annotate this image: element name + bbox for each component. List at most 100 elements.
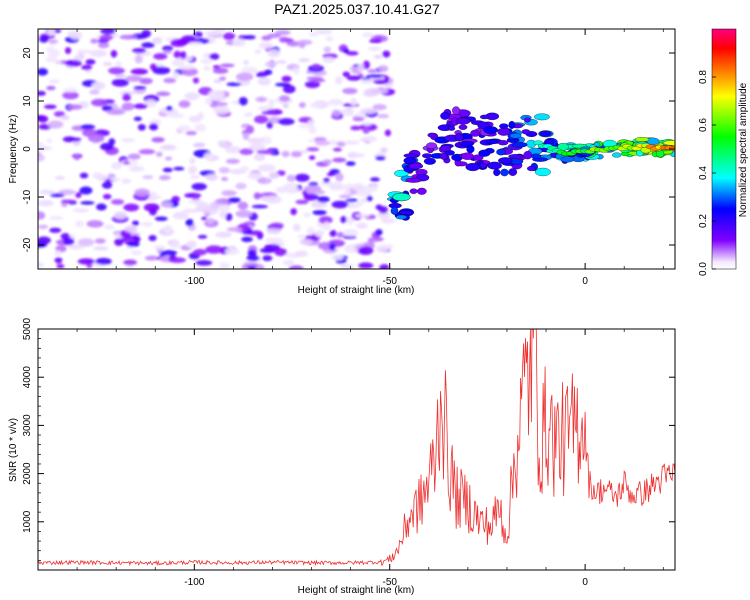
spectrogram-noise-blob	[225, 247, 240, 255]
spectrogram-noise-blob	[241, 236, 253, 243]
spectrogram-noise-blob	[48, 79, 60, 84]
snr-ytick-label: 1000	[22, 510, 33, 533]
spectrogram-noise-blob	[133, 116, 142, 122]
spectrogram-noise-blob	[48, 39, 59, 44]
spectrogram-noise-blob	[130, 68, 149, 75]
spectrogram-noise-blob	[155, 151, 163, 157]
spectrogram-ytick-label: 20	[22, 47, 33, 59]
spectrogram-signal-blob	[496, 148, 506, 156]
spectrogram-noise-blob	[212, 102, 228, 107]
spectrogram-noise-blob	[213, 106, 230, 115]
spectrogram-noise-blob	[254, 49, 262, 55]
spectrogram-noise-blob	[206, 217, 215, 225]
spectrogram-noise-blob	[329, 243, 336, 251]
spectrogram-noise-blob	[65, 59, 82, 67]
spectrogram-noise-blob	[303, 212, 311, 218]
spectrogram-signal-blob	[612, 152, 622, 158]
snr-xlabel: Height of straight line (km)	[298, 585, 415, 596]
spectrogram-signal-blob	[458, 124, 468, 130]
spectrogram-noise-blob	[264, 243, 281, 251]
spectrogram-noise-blob	[218, 166, 230, 174]
spectrogram-noise-blob	[340, 216, 347, 224]
spectrogram-noise-blob	[64, 47, 72, 54]
spectrogram-noise-blob	[248, 143, 266, 152]
spectrogram-noise-blob	[141, 29, 152, 38]
spectrogram-noise-blob	[102, 61, 113, 67]
spectrogram-noise-blob	[185, 130, 197, 136]
spectrogram-signal-blob	[498, 157, 513, 165]
spectrogram-noise-blob	[317, 196, 330, 203]
spectrogram-noise-blob	[121, 178, 132, 184]
spectrogram-noise-blob	[100, 29, 116, 35]
spectrogram-noise-blob	[315, 140, 330, 146]
figure-title: PAZ1.2025.037.10.41.G27	[274, 1, 440, 17]
spectrogram-noise-blob	[311, 63, 321, 70]
spectrogram-noise-blob	[197, 234, 208, 239]
spectrogram-signal-blob	[454, 133, 464, 142]
spectrogram-noise-blob	[81, 64, 93, 71]
spectrogram-noise-blob	[152, 66, 171, 75]
spectrogram-noise-blob	[95, 257, 112, 265]
snr-background	[38, 329, 675, 570]
snr-ytick-label: 3000	[22, 414, 33, 437]
spectrogram-noise-blob	[54, 250, 62, 256]
spectrogram-noise-blob	[55, 60, 62, 65]
spectrogram-noise-blob	[173, 166, 185, 171]
spectrogram-noise-blob	[151, 37, 163, 45]
spectrogram-noise-blob	[91, 82, 102, 89]
spectrogram-noise-blob	[212, 67, 229, 74]
spectrogram-noise-blob	[247, 249, 257, 257]
spectrogram-noise-blob	[369, 39, 382, 44]
spectrogram-noise-blob	[137, 123, 146, 131]
spectrogram-signal-blob	[426, 142, 438, 149]
spectrogram-noise-blob	[63, 237, 75, 246]
spectrogram-xtick-label: -50	[382, 276, 397, 287]
spectrogram-noise-blob	[345, 198, 358, 203]
spectrogram-noise-blob	[235, 182, 247, 190]
spectrogram-noise-blob	[148, 234, 157, 242]
spectrogram-noise-blob	[247, 265, 257, 269]
spectrogram-noise-blob	[169, 113, 185, 119]
spectrogram-noise-blob	[80, 201, 95, 205]
spectrogram-noise-blob	[133, 86, 147, 90]
spectrogram-noise-blob	[217, 140, 226, 146]
spectrogram-noise-blob	[345, 216, 355, 225]
spectrogram-noise-blob	[38, 236, 51, 245]
spectrogram-noise-blob	[132, 48, 147, 54]
spectrogram-noise-blob	[69, 31, 83, 40]
spectrogram-noise-blob	[379, 264, 390, 269]
spectrogram-noise-blob	[192, 77, 200, 84]
spectrogram-noise-blob	[144, 255, 159, 261]
spectrogram-signal-blob	[405, 177, 422, 183]
spectrogram-noise-blob	[373, 54, 383, 59]
spectrogram-noise-blob	[122, 93, 132, 102]
spectrogram-noise-blob	[332, 147, 342, 152]
colorbar-tick-label: 0.0	[698, 262, 709, 276]
spectrogram-noise-blob	[189, 175, 201, 180]
spectrogram-ytick-label: -10	[22, 189, 33, 204]
spectrogram-noise-blob	[328, 100, 344, 106]
spectrogram-noise-blob	[253, 153, 266, 162]
spectrogram-noise-blob	[79, 186, 93, 195]
spectrogram-noise-blob	[173, 50, 182, 59]
snr-xtick-label: -100	[184, 577, 204, 588]
spectrogram-noise-blob	[154, 216, 168, 222]
spectrogram-noise-blob	[329, 229, 337, 237]
spectrogram-noise-blob	[331, 109, 341, 118]
spectrogram-noise-blob	[103, 224, 116, 230]
spectrogram-signal-blob	[427, 132, 437, 138]
spectrogram-ridge	[387, 106, 675, 221]
spectrogram-noise-blob	[307, 119, 315, 126]
spectrogram-signal-blob	[416, 187, 427, 195]
spectrogram-noise-blob	[331, 254, 344, 261]
spectrogram-noise-blob	[126, 241, 140, 247]
spectrogram-noise-blob	[362, 32, 374, 38]
spectrogram-signal-blob	[455, 117, 471, 125]
spectrogram-noise-blob	[345, 161, 356, 166]
spectrogram-xlabel: Height of straight line (km)	[298, 285, 415, 296]
spectrogram-noise-blob	[364, 135, 377, 142]
spectrogram-noise-blob	[123, 160, 130, 165]
spectrogram-signal-blob	[539, 130, 552, 137]
spectrogram-noise-blob	[119, 34, 138, 40]
